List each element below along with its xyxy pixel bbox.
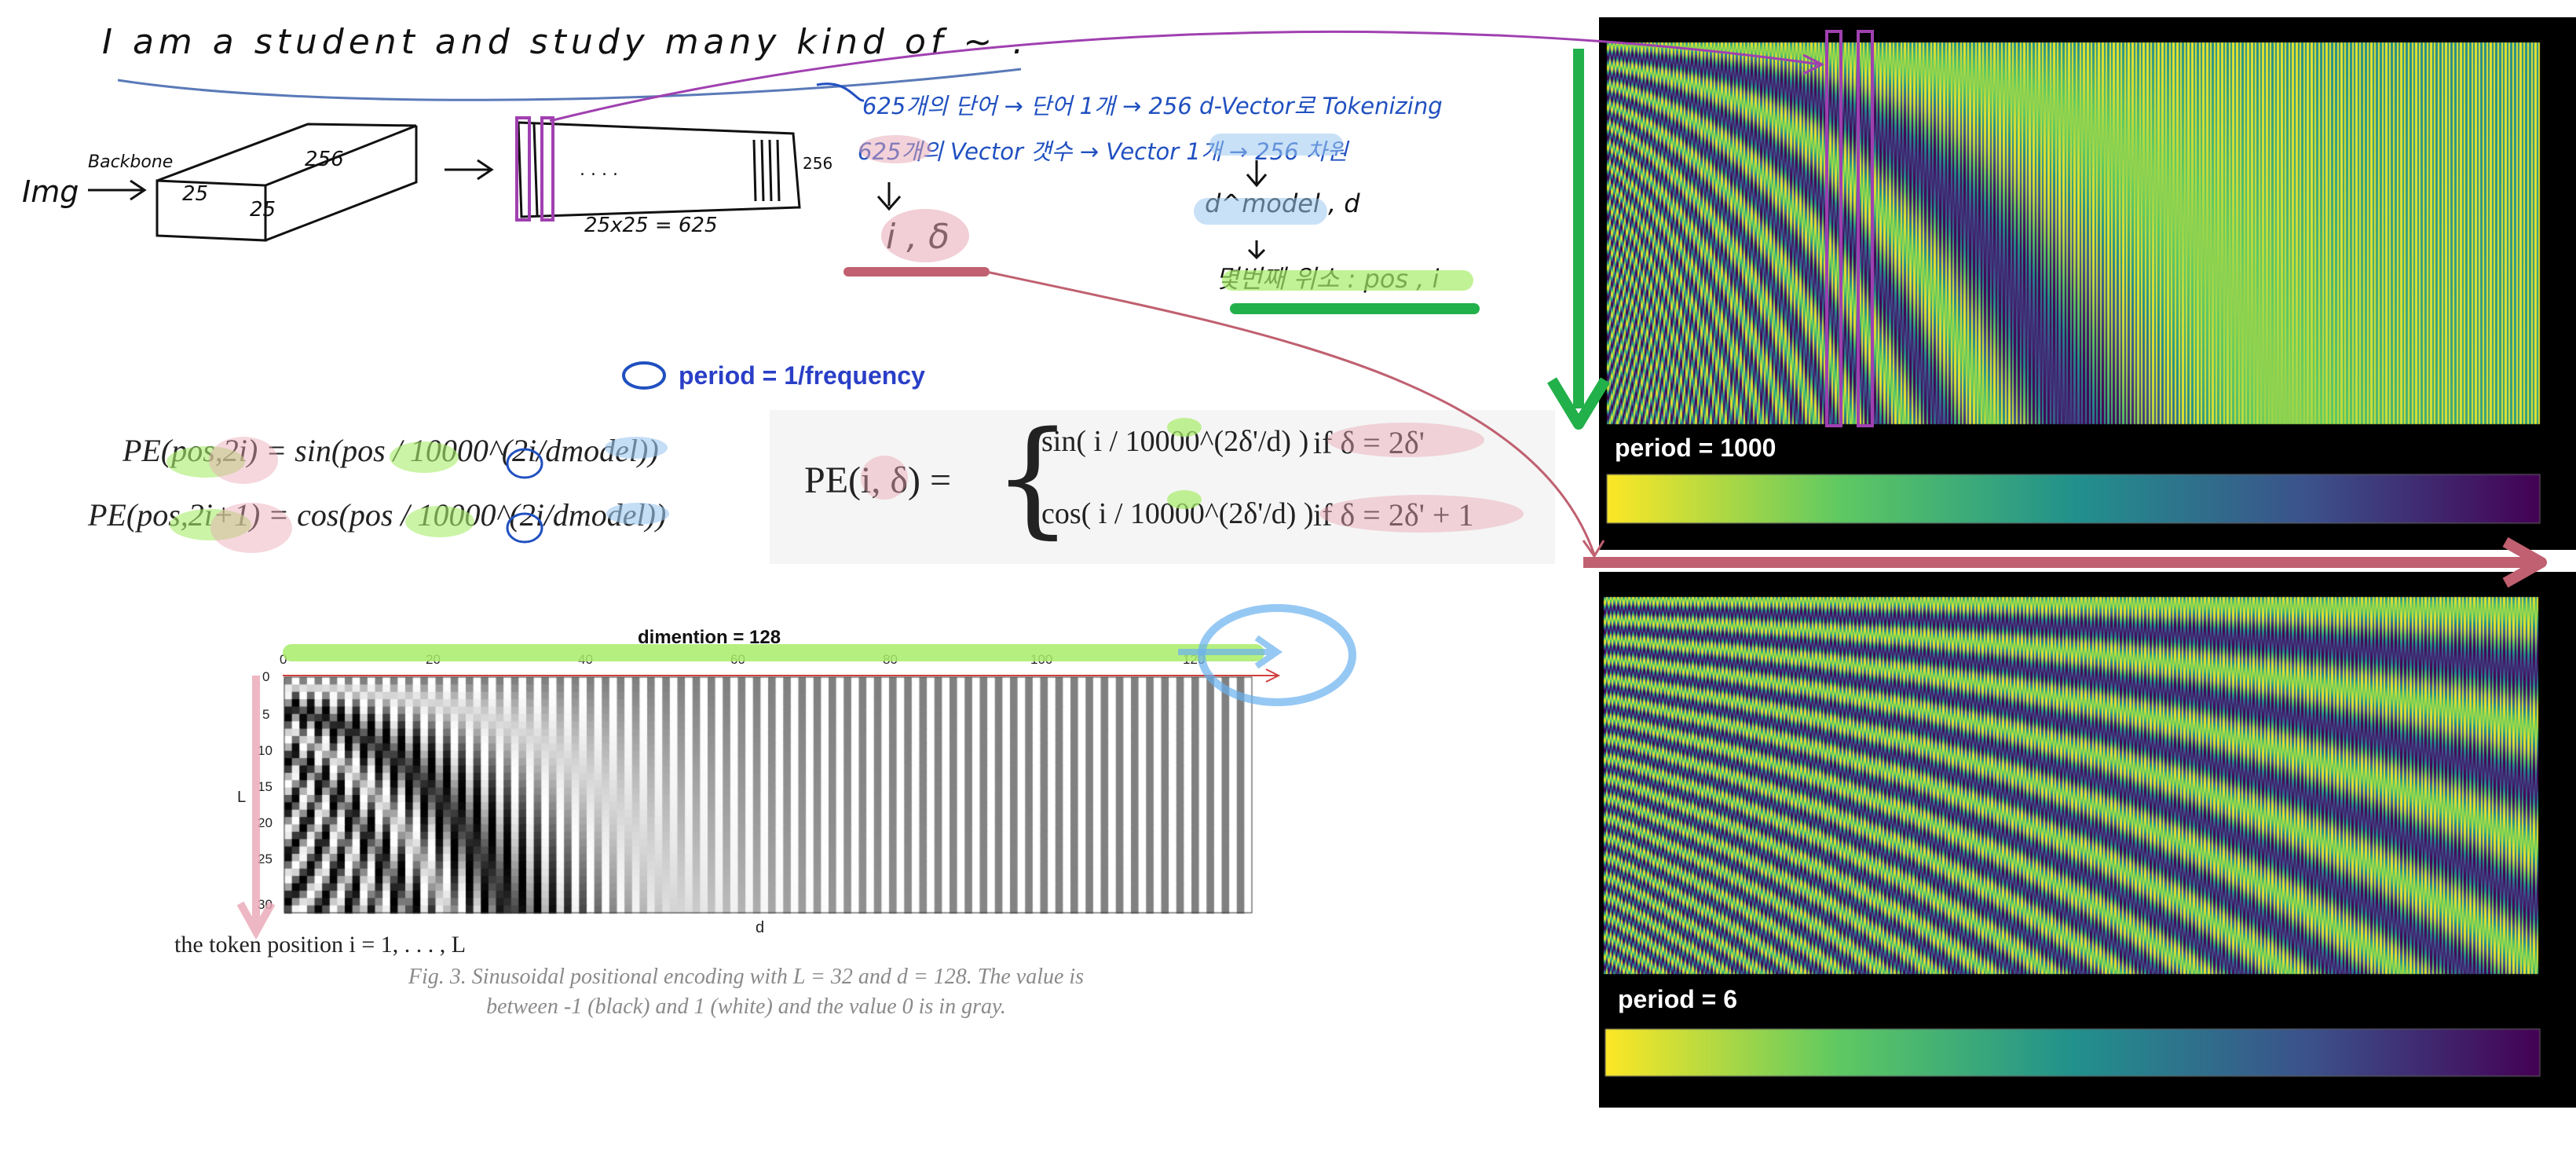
box-dim-25b: 25 [250,198,276,222]
i-delta-note: i , δ [886,217,950,257]
position-note: 몇번째 위소 : pos , i [1216,264,1440,294]
heatmap-xtick-60: 60 [730,652,745,667]
figure-caption-line-1: Fig. 3. Sinusoidal positional encoding w… [408,965,1085,989]
heatmap-ytick-5: 5 [262,707,270,722]
backbone-label: Backbone [88,152,174,172]
seq-dim-256: 256 [803,154,833,173]
pe-cos-equation: PE(pos,2i+1) = cos(pos / 10000^(2i/dmode… [88,497,667,533]
piecewise-cos-condition: if δ = 2δ' + 1 [1313,497,1474,533]
heatmap-xtick-20: 20 [426,652,441,667]
heatmap-ylabel: L [237,789,247,806]
bottom-period-label: period = 6 [1618,985,1738,1013]
period-frequency-note: period = 1/frequency [679,361,925,390]
heatmap-ytick-10: 10 [258,743,273,758]
heatmap-xlabel: d [756,919,765,936]
heatmap-title: dimention = 128 [638,627,781,648]
pe-sin-equation: PE(pos,2i) = sin(pos / 10000^(2i/dmodel)… [123,433,659,468]
heatmap-xtick-0: 0 [280,652,287,667]
piecewise-sin-case: sin( i / 10000^(2δ'/d) ) [1041,425,1309,458]
heatmap-ytick-15: 15 [258,779,273,794]
piecewise-sin-condition: if δ = 2δ' [1313,425,1425,460]
box-dim-25a: 25 [182,182,209,206]
heatmap-ytick-20: 20 [258,815,273,830]
figure-caption-line-2: between -1 (black) and 1 (white) and the… [486,994,1006,1019]
d-model-note: d^model , d [1205,189,1360,218]
heatmap-xtick-80: 80 [883,652,898,667]
pe-i-delta-lhs: PE(i, δ) = [804,460,952,501]
seq-dots: . . . . [580,160,618,180]
img-label: Img [22,174,79,209]
heatmap-ytick-25: 25 [258,852,273,866]
top-period-label: period = 1000 [1615,434,1776,462]
heatmap-xtick-100: 100 [1030,652,1053,667]
handwritten-sentence: I am a student and study many kind of ~ … [102,22,1029,62]
heatmap-xtick-120: 120 [1183,652,1206,667]
box-dim-256: 256 [305,148,344,171]
seq-formula: 25x25 = 625 [584,214,718,237]
heatmap-xtick-40: 40 [578,652,593,667]
piecewise-cos-case: cos( i / 10000^(2δ'/d) ) [1041,497,1314,530]
token-position-caption: the token position i = 1, . . . , L [174,932,467,958]
heatmap-ytick-0: 0 [262,669,270,684]
korean-line-1: 625개의 단어 → 단어 1개 → 256 d-Vector로 Tokeniz… [862,93,1443,119]
heatmap-ytick-30: 30 [258,897,273,912]
korean-line-2: 625개의 Vector 갯수 → Vector 1개 → 256 차원 [858,138,1348,165]
